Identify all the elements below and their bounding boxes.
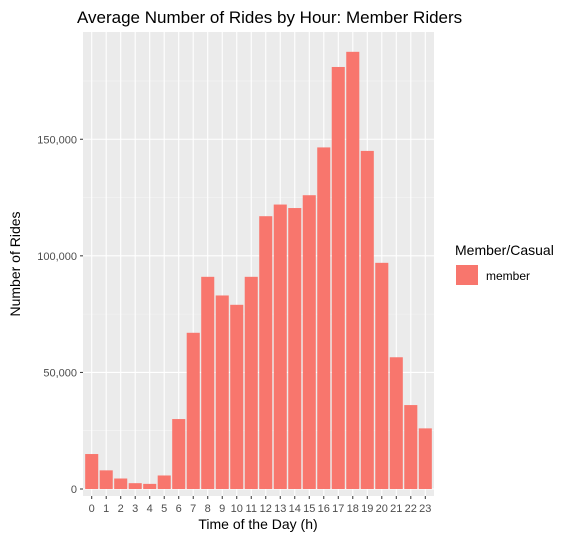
bar-hour-11	[244, 276, 258, 490]
x-tick-label: 12	[260, 503, 272, 515]
bar-hour-8	[201, 276, 215, 490]
bar-hour-19	[360, 150, 374, 490]
x-tick-label: 19	[361, 503, 373, 515]
x-tick-label: 15	[303, 503, 315, 515]
x-tick-label: 8	[205, 503, 211, 515]
x-axis: 0 1 2 3 4 5 6 7 8 9 10 11 12 13 14 15 16 17 18 19 20 21 22 23	[89, 496, 431, 515]
y-tick-label: 0	[71, 484, 77, 496]
x-tick-label: 5	[161, 503, 167, 515]
x-tick-label: 20	[376, 503, 388, 515]
chart-title: Average Number of Rides by Hour: Member …	[77, 8, 462, 27]
x-tick-label: 3	[132, 503, 138, 515]
y-tick-label: 50,000	[43, 367, 77, 379]
x-axis-title: Time of the Day (h)	[198, 516, 317, 532]
bar-hour-9	[215, 295, 229, 490]
bar-hour-13	[273, 204, 287, 490]
x-tick-label: 17	[332, 503, 344, 515]
x-tick-label: 21	[390, 503, 402, 515]
x-tick-label: 18	[347, 503, 359, 515]
x-tick-label: 14	[289, 503, 301, 515]
x-tick-label: 0	[89, 503, 95, 515]
bar-hour-15	[302, 195, 316, 490]
bar-hour-12	[259, 216, 273, 490]
x-tick-label: 7	[190, 503, 196, 515]
bar-hour-21	[389, 357, 403, 490]
bar-hour-16	[317, 147, 331, 490]
y-tick-label: 150,000	[37, 134, 77, 146]
bar-hour-22	[404, 405, 418, 490]
legend-title: Member/Casual	[455, 242, 554, 258]
x-tick-label: 2	[118, 503, 124, 515]
bar-hour-5	[157, 475, 171, 490]
x-tick-label: 1	[103, 503, 109, 515]
x-tick-label: 10	[231, 503, 243, 515]
y-tick-label: 100,000	[37, 251, 77, 263]
x-tick-label: 16	[318, 503, 330, 515]
bar-hour-17	[331, 66, 345, 490]
bar-hour-6	[172, 419, 186, 490]
legend-label-member: member	[486, 269, 530, 283]
x-tick-label: 23	[419, 503, 431, 515]
bar-hour-2	[114, 478, 128, 490]
bar-hour-7	[186, 332, 200, 490]
legend-key-member	[456, 265, 478, 285]
x-tick-label: 6	[176, 503, 182, 515]
bar-hour-1	[99, 470, 113, 490]
x-tick-label: 9	[219, 503, 225, 515]
legend: Member/Casual member	[455, 242, 554, 285]
bar-hour-0	[85, 454, 99, 490]
bar-hour-10	[230, 304, 244, 490]
bar-hour-20	[375, 262, 389, 490]
x-tick-label: 13	[274, 503, 286, 515]
bar-hour-3	[128, 483, 142, 490]
x-tick-label: 11	[246, 503, 257, 515]
bar-hour-23	[418, 428, 432, 490]
y-axis: 0 50,000 100,000 150,000	[37, 134, 83, 496]
y-axis-title: Number of Rides	[7, 211, 23, 316]
x-tick-label: 4	[147, 503, 153, 515]
x-tick-label: 22	[405, 503, 417, 515]
bar-hour-18	[346, 51, 360, 490]
bar-hour-14	[288, 208, 302, 490]
bar-hour-4	[143, 483, 157, 490]
bars	[85, 51, 432, 490]
